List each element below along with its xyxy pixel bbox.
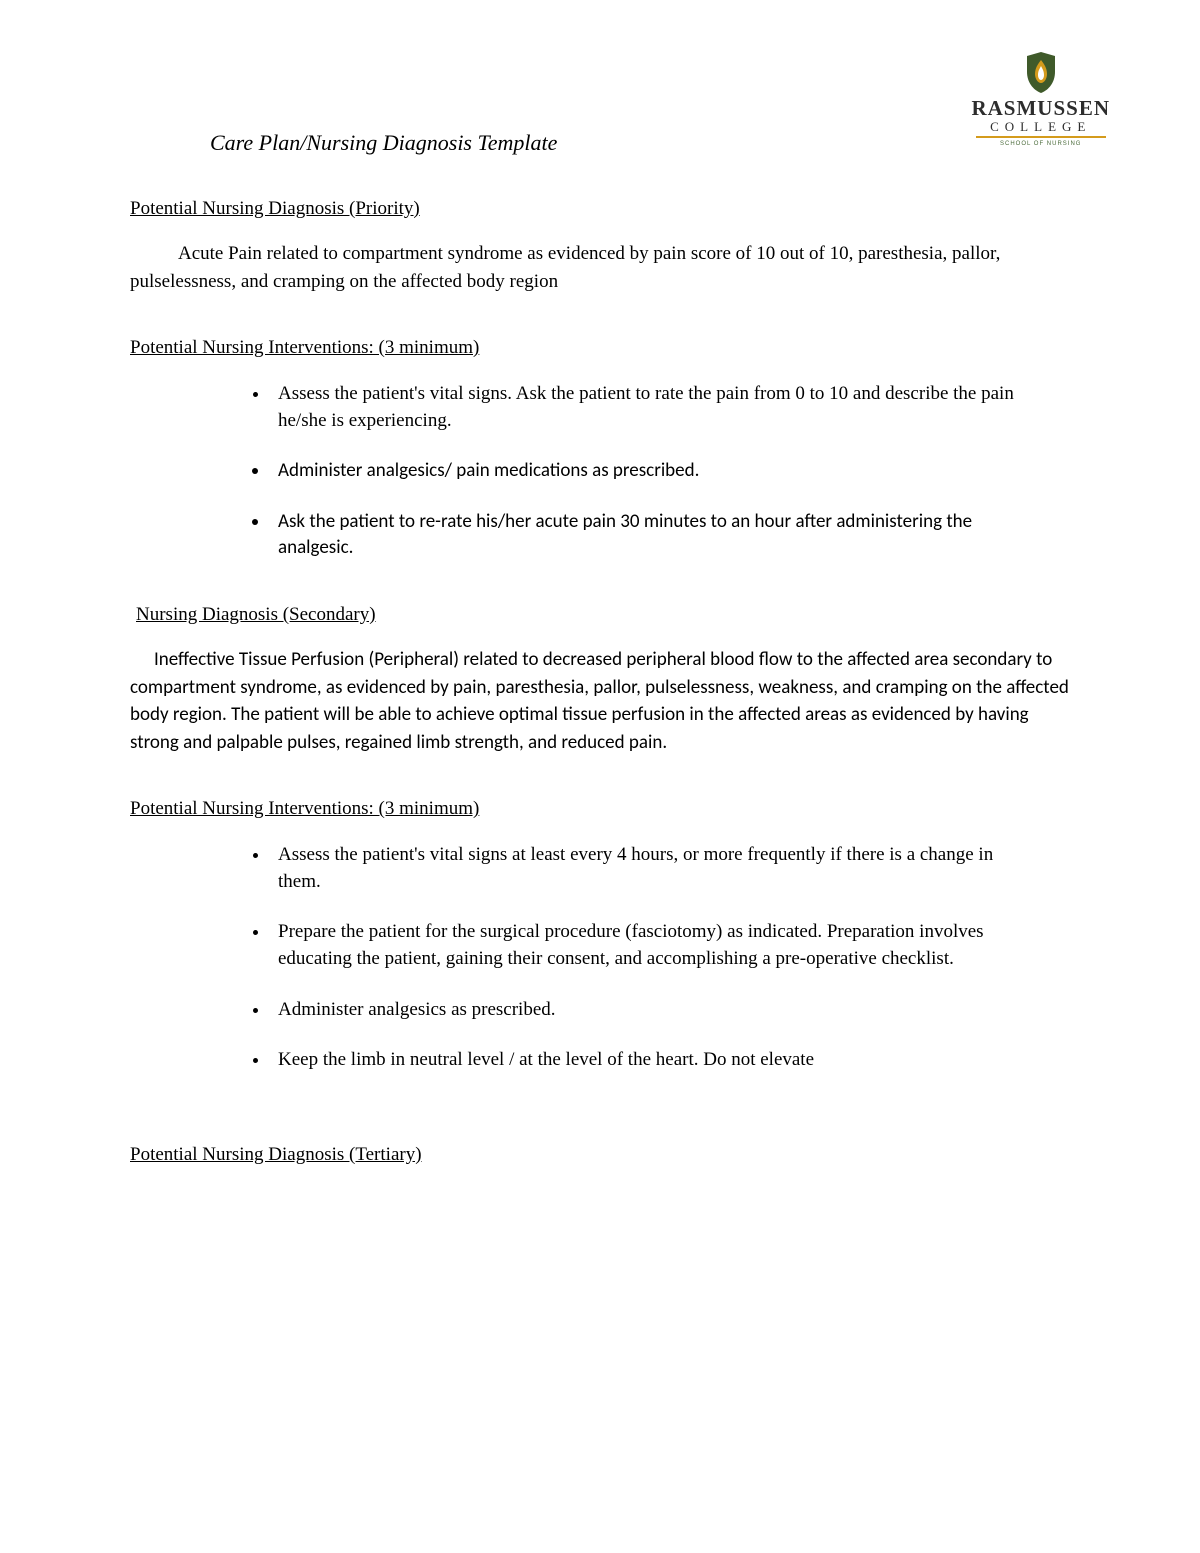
college-logo: RASMUSSEN COLLEGE SCHOOL OF NURSING xyxy=(971,50,1110,147)
intervention-item: Ask the patient to re-rate his/her acute… xyxy=(270,509,1030,562)
interventions-list-1: Assess the patient's vital signs. Ask th… xyxy=(130,381,1030,562)
heading-tertiary-diagnosis: Potential Nursing Diagnosis (Tertiary) xyxy=(130,1144,1070,1166)
intervention-item: Prepare the patient for the surgical pro… xyxy=(270,919,1030,972)
intervention-item: Administer analgesics/ pain medications … xyxy=(270,458,1030,485)
document-page: RASMUSSEN COLLEGE SCHOOL OF NURSING Care… xyxy=(0,0,1200,1553)
body-secondary-diagnosis: Ineffective Tissue Perfusion (Peripheral… xyxy=(130,646,1070,756)
logo-college: COLLEGE xyxy=(971,120,1110,133)
intervention-item: Keep the limb in neutral level / at the … xyxy=(270,1047,1030,1074)
heading-priority-diagnosis: Potential Nursing Diagnosis (Priority) xyxy=(130,198,1070,220)
logo-rule xyxy=(976,136,1106,138)
intervention-item: Administer analgesics as prescribed. xyxy=(270,997,1030,1024)
intervention-item: Assess the patient's vital signs. Ask th… xyxy=(270,381,1030,434)
heading-interventions-2: Potential Nursing Interventions: (3 mini… xyxy=(130,798,1070,820)
logo-name: RASMUSSEN xyxy=(971,98,1110,119)
logo-subtitle: SCHOOL OF NURSING xyxy=(971,141,1110,147)
document-title: Care Plan/Nursing Diagnosis Template xyxy=(210,130,1070,156)
heading-interventions-1: Potential Nursing Interventions: (3 mini… xyxy=(130,337,1070,359)
interventions-list-2: Assess the patient's vital signs at leas… xyxy=(130,842,1030,1074)
heading-secondary-diagnosis: Nursing Diagnosis (Secondary) xyxy=(136,604,1070,626)
logo-shield-icon xyxy=(1023,50,1059,94)
body-priority-diagnosis: Acute Pain related to compartment syndro… xyxy=(130,240,1070,295)
intervention-item: Assess the patient's vital signs at leas… xyxy=(270,842,1030,895)
